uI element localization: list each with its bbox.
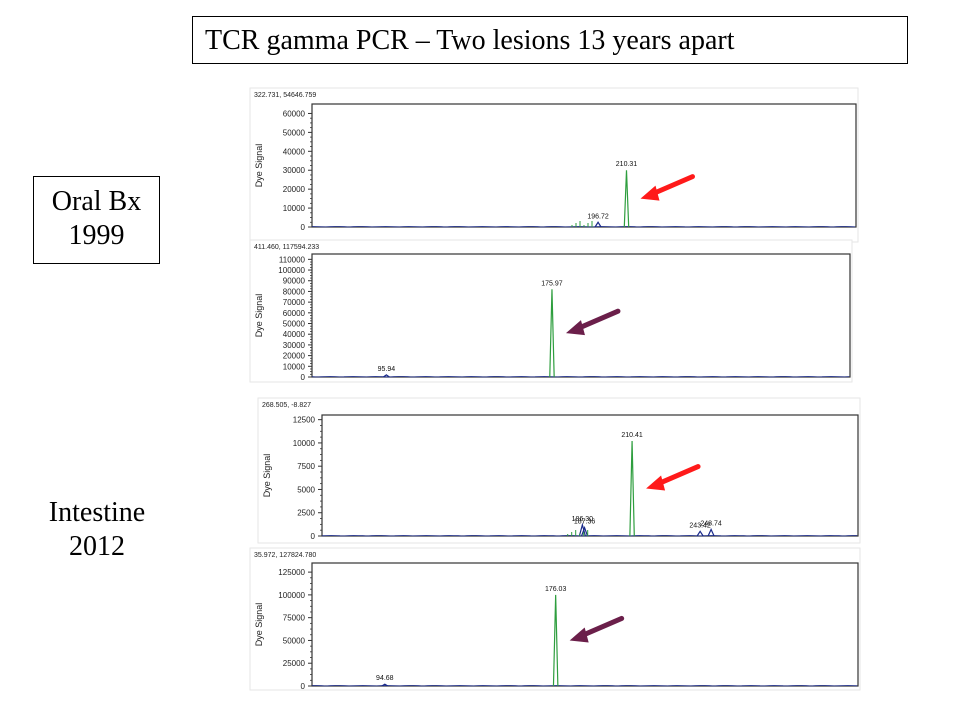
peak-label: 196.72 (587, 213, 609, 220)
y-tick-label: 100000 (278, 266, 305, 275)
y-tick-label: 2500 (297, 509, 315, 518)
y-tick-label: 100000 (278, 591, 305, 600)
y-tick-label: 10000 (293, 439, 316, 448)
y-tick-label: 70000 (283, 298, 306, 307)
peak-196.72 (594, 221, 602, 228)
peak-label: 210.41 (621, 432, 643, 439)
peak-label: 186.30 (572, 516, 594, 523)
y-tick-label: 80000 (283, 287, 306, 296)
y-tick-label: 40000 (283, 330, 306, 339)
oral-label-line1: Oral Bx (51, 186, 142, 217)
y-tick-label: 60000 (283, 309, 306, 318)
panel-header: 322.731, 54646.759 (254, 92, 316, 99)
chart-panel-4: 35.972, 127824.780 Dye Signal 0 25000 50000 7… (249, 547, 861, 691)
peak-176.03 (552, 594, 559, 687)
oral-label-line2: 1999 (68, 220, 125, 251)
y-tick-label: 20000 (283, 352, 306, 361)
peak-label: 210.31 (616, 161, 638, 168)
peak-label: 176.03 (545, 586, 567, 593)
panel-frame (249, 87, 859, 243)
y-tick-label: 12500 (293, 416, 316, 425)
y-axis-label: Dye Signal (262, 454, 272, 498)
peak-210.31 (623, 170, 630, 228)
arrowhead-purple (565, 320, 585, 336)
panel-frame (257, 397, 861, 544)
y-tick-label: 25000 (283, 659, 306, 668)
slide-title: TCR gamma PCR – Two lesions 13 years apa… (192, 16, 908, 64)
y-tick-label: 0 (301, 373, 306, 382)
y-tick-label: 40000 (283, 147, 306, 156)
panel-header: 268.505, -8.827 (262, 402, 311, 409)
y-tick-label: 125000 (278, 568, 305, 577)
y-tick-label: 90000 (283, 277, 306, 286)
y-tick-label: 50000 (283, 320, 306, 329)
y-tick-label: 30000 (283, 166, 306, 175)
peak-187.36 (580, 525, 589, 537)
y-axis-label: Dye Signal (254, 144, 264, 188)
peak-186.30 (578, 522, 586, 537)
y-tick-label: 30000 (283, 341, 306, 350)
y-axis-label: Dye Signal (254, 603, 264, 647)
chart-panel-2: 411.460, 117594.233 Dye Signal 0 1000020000… (249, 239, 853, 383)
y-tick-label: 110000 (279, 255, 306, 264)
y-tick-label: 0 (301, 223, 306, 232)
y-tick-label: 60000 (283, 109, 306, 118)
peak-label: 248.74 (700, 520, 722, 527)
y-tick-label: 50000 (283, 128, 306, 137)
oral-biopsy-label: Oral Bx 1999 (33, 176, 160, 264)
peak-label: 243.42 (689, 522, 711, 529)
baseline-trace (321, 535, 858, 537)
y-tick-label: 0 (311, 532, 316, 541)
peak-243.42 (696, 530, 704, 537)
peak-248.74 (707, 528, 715, 537)
peak-210.41 (629, 441, 635, 537)
panel-header: 411.460, 117594.233 (254, 244, 319, 251)
plot-area (321, 414, 859, 537)
intestine-label: Intestine 2012 (28, 496, 166, 564)
y-tick-label: 0 (301, 682, 306, 691)
arrowhead-red (640, 185, 660, 201)
baseline-trace (312, 685, 858, 687)
intestine-label-line1: Intestine (48, 497, 146, 528)
chart-panel-1: 322.731, 54646.759 Dye Signal 0 10000 20000 3… (249, 87, 859, 243)
peak-175.97 (549, 289, 555, 378)
y-tick-label: 75000 (283, 614, 306, 623)
peak-94.68 (381, 683, 389, 687)
y-axis-label: Dye Signal (254, 294, 264, 338)
peak-95.94 (383, 374, 390, 378)
peak-label: 94.68 (376, 675, 394, 682)
y-tick-label: 7500 (297, 462, 315, 471)
y-tick-label: 10000 (283, 204, 306, 213)
arrowhead-red (646, 475, 666, 491)
baseline-trace (311, 376, 850, 378)
chart-panel-3: 268.505, -8.827 Dye Signal 0 2500 5000 7500 10… (257, 397, 861, 544)
intestine-label-line2: 2012 (69, 531, 125, 562)
panel-header: 35.972, 127824.780 (254, 552, 316, 559)
y-tick-label: 20000 (283, 185, 306, 194)
peak-label: 187.36 (574, 519, 596, 526)
y-tick-label: 5000 (297, 485, 315, 494)
y-tick-label: 10000 (283, 362, 306, 371)
arrowhead-purple (569, 627, 589, 643)
peak-label: 95.94 (378, 366, 396, 373)
y-tick-label: 50000 (283, 636, 306, 645)
peak-label: 175.97 (541, 280, 563, 287)
